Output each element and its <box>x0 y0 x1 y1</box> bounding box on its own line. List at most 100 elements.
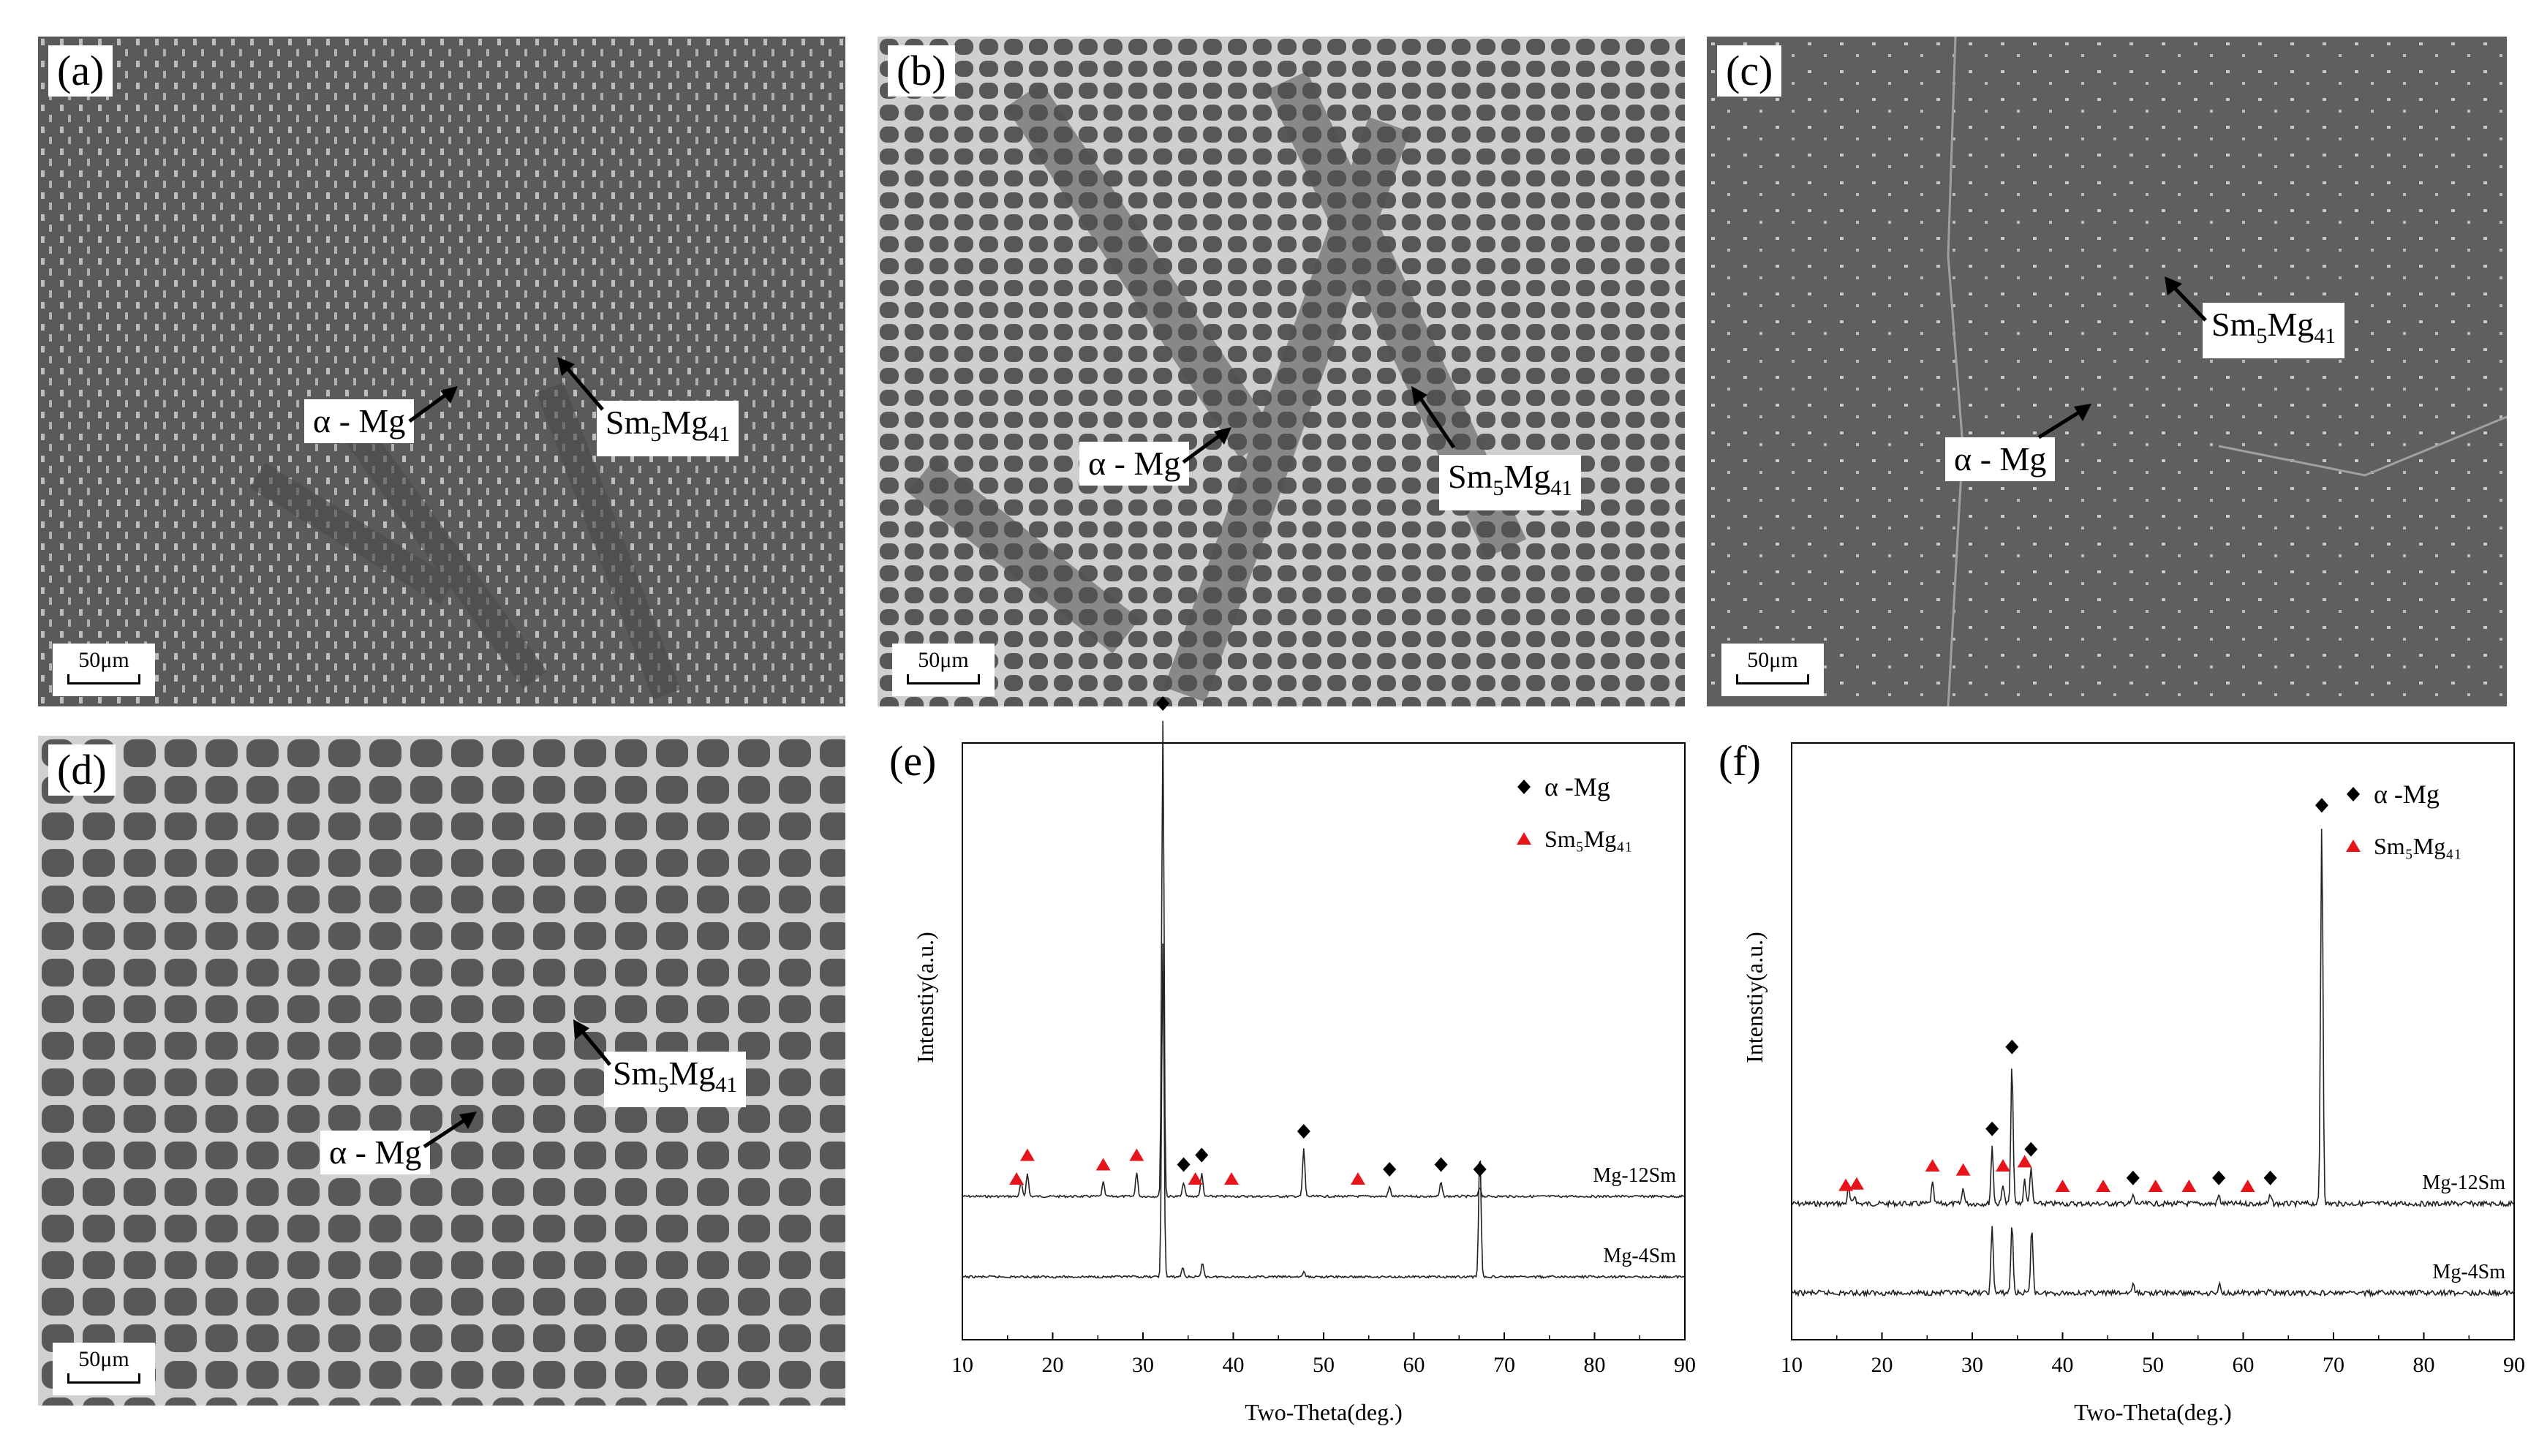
series-line <box>962 943 1685 1280</box>
sm5mg41-marker <box>2017 1155 2032 1168</box>
sm5mg41-marker <box>1129 1148 1144 1161</box>
alpha-mg-marker <box>2126 1170 2140 1185</box>
x-tick-label: 40 <box>2052 1353 2074 1377</box>
sm5mg41-label: Sm5Mg41 <box>2203 303 2345 359</box>
x-tick-label: 50 <box>2142 1353 2164 1377</box>
series-label: Mg-4Sm <box>2432 1261 2505 1283</box>
scale-bar-a: 50μm <box>53 644 155 696</box>
x-tick-label: 80 <box>2413 1353 2435 1377</box>
series-line <box>962 720 1685 1199</box>
series-label: Mg-12Sm <box>1593 1164 1676 1187</box>
alpha-mg-label: α - Mg <box>304 399 415 443</box>
sm5mg41-marker <box>1955 1163 1971 1176</box>
alpha-mg-arrow <box>1182 427 1231 464</box>
x-tick-label: 60 <box>1403 1353 1425 1377</box>
alpha-mg-marker <box>2263 1170 2277 1185</box>
panel-label-a: (a) <box>48 45 113 97</box>
legend-alpha-mg-label: α -Mg <box>1544 772 1610 801</box>
sm5mg41-marker <box>1838 1178 1854 1191</box>
sm5mg41-marker <box>1925 1159 1940 1172</box>
alpha-mg-marker <box>1195 1147 1209 1163</box>
series-line <box>1791 1226 2514 1298</box>
x-tick-label: 20 <box>1042 1353 1064 1377</box>
x-tick-label: 80 <box>1584 1353 1606 1377</box>
micrograph-d: (d) Sm5Mg41 α - Mg 50μm <box>38 736 845 1406</box>
legend-sm5mg41-label: Sm₅Mg₄₁ <box>2374 833 2462 859</box>
sm5mg41-marker <box>1350 1172 1365 1185</box>
alpha-mg-marker <box>2024 1142 2038 1157</box>
alpha-mg-marker <box>1383 1162 1397 1177</box>
sm5mg41-marker <box>2148 1180 2163 1192</box>
micrograph-c: (c) Sm5Mg41 α - Mg 50μm <box>1707 37 2507 706</box>
legend-sm5mg41-marker <box>1517 832 1531 845</box>
x-tick-label: 20 <box>1871 1353 1893 1377</box>
sm5mg41-label: Sm5Mg41 <box>604 1052 747 1108</box>
x-axis-label: Two-Theta(deg.) <box>1245 1399 1402 1425</box>
x-tick-label: 40 <box>1223 1353 1245 1377</box>
scale-bar-c: 50μm <box>1721 644 1824 696</box>
alpha-mg-marker <box>2005 1039 2019 1055</box>
sm5mg41-marker <box>2240 1180 2255 1192</box>
panel-label-b: (b) <box>888 45 955 97</box>
scale-label-a: 50μm <box>78 648 129 672</box>
x-tick-label: 70 <box>2323 1353 2344 1377</box>
alpha-mg-label: α - Mg <box>1079 442 1190 486</box>
scale-label-c: 50μm <box>1747 648 1798 672</box>
sm5mg41-marker <box>1019 1148 1035 1161</box>
x-tick-label: 10 <box>1781 1353 1803 1377</box>
legend-sm5mg41-label: Sm₅Mg₄₁ <box>1544 826 1633 852</box>
series-label: Mg-12Sm <box>2422 1172 2505 1194</box>
scale-bar-b: 50μm <box>892 644 995 696</box>
sm5mg41-arrow <box>573 1019 611 1066</box>
legend-sm5mg41-marker <box>2346 840 2361 852</box>
x-tick-label: 70 <box>1493 1353 1515 1377</box>
sm5mg41-arrow <box>2165 276 2207 322</box>
alpha-mg-label: α - Mg <box>1945 437 2056 481</box>
x-tick-label: 50 <box>1313 1353 1335 1377</box>
sm5mg41-marker <box>1849 1177 1864 1190</box>
series-line <box>1791 829 2514 1209</box>
sm5mg41-marker <box>1095 1158 1111 1171</box>
scale-label-d: 50μm <box>78 1347 129 1371</box>
x-axis-label: Two-Theta(deg.) <box>2074 1399 2231 1425</box>
x-tick-label: 10 <box>951 1353 973 1377</box>
sm5mg41-label: Sm5Mg41 <box>1439 455 1582 511</box>
xrd-chart-f: 10 20 30 40 50 60 70 80 90 Two-Theta(deg.) Intenst… <box>1707 736 2525 1425</box>
series-label: Mg-4Sm <box>1603 1245 1676 1267</box>
alpha-mg-marker <box>1985 1121 1999 1136</box>
alpha-mg-arrow <box>408 386 458 423</box>
legend-alpha-mg-marker <box>1517 780 1531 794</box>
alpha-mg-marker <box>2212 1170 2226 1185</box>
sm5mg41-label: Sm5Mg41 <box>597 401 739 457</box>
alpha-mg-marker <box>1434 1157 1448 1172</box>
y-axis-label: Intenstiy(a.u.) <box>1741 932 1768 1063</box>
x-tick-label: 60 <box>2233 1353 2255 1377</box>
micrograph-a-texture <box>38 37 845 706</box>
legend-alpha-mg-label: α -Mg <box>2374 780 2440 809</box>
sm5mg41-arrow <box>1411 386 1456 449</box>
sm5mg41-marker <box>1009 1172 1025 1185</box>
alpha-mg-arrow <box>423 1112 477 1149</box>
sm5mg41-marker <box>1188 1172 1203 1185</box>
panel-label-d: (d) <box>48 744 116 796</box>
alpha-mg-marker <box>1177 1157 1191 1172</box>
xrd-chart-e: 10 20 30 40 50 60 70 80 90 Two-Theta(deg.) Intenst… <box>878 696 1696 1425</box>
sm5mg41-marker <box>2096 1180 2111 1192</box>
alpha-mg-arrow <box>2037 404 2091 440</box>
x-tick-label: 30 <box>1132 1353 1154 1377</box>
alpha-mg-marker <box>1297 1124 1310 1139</box>
x-tick-label: 90 <box>2503 1353 2525 1377</box>
xrd-chart-e-svg: 10 20 30 40 50 60 70 80 90 Two-Theta(deg.) Intenst… <box>912 696 1696 1425</box>
micrograph-b: (b) α - Mg Sm5Mg41 50μm <box>878 37 1685 706</box>
scale-bar-d: 50μm <box>53 1343 155 1395</box>
micrograph-b-texture <box>878 37 1685 706</box>
sm5mg41-marker <box>1224 1172 1240 1185</box>
x-tick-label: 30 <box>1961 1353 1983 1377</box>
sm5mg41-marker <box>2181 1180 2197 1192</box>
alpha-mg-label: α - Mg <box>320 1131 431 1174</box>
alpha-mg-marker <box>1473 1162 1487 1177</box>
sm5mg41-marker <box>2055 1180 2070 1192</box>
scale-label-b: 50μm <box>918 648 969 672</box>
y-axis-label: Intenstiy(a.u.) <box>912 932 938 1063</box>
alpha-mg-marker <box>2314 798 2328 813</box>
